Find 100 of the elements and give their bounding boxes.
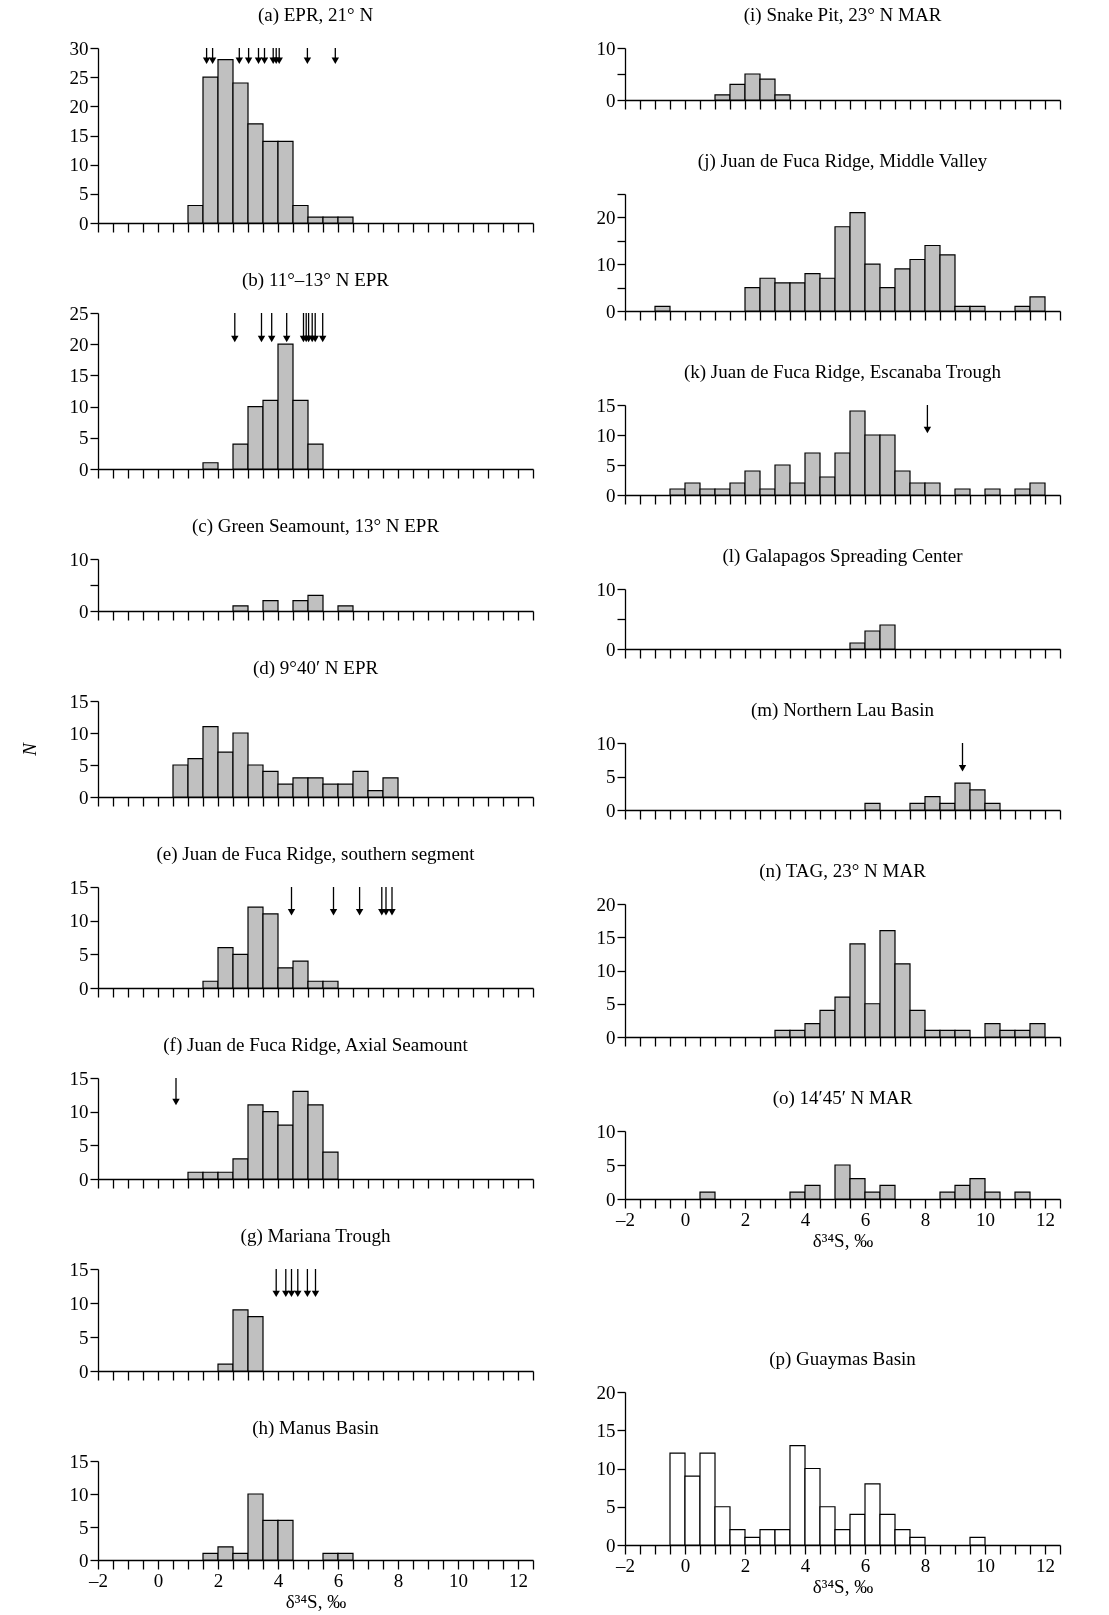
x-axis-title: δ³⁴S, ‰ <box>812 1575 874 1597</box>
y-axis-title: N <box>18 741 40 757</box>
y-tick-label: 10 <box>69 548 89 570</box>
x-axis-title: δ³⁴S, ‰ <box>812 1229 874 1251</box>
y-tick-label: 5 <box>606 454 616 476</box>
x-tick-label: 0 <box>153 1569 164 1591</box>
y-tick-label: 15 <box>69 364 89 386</box>
y-tick-label: 10 <box>69 1101 89 1123</box>
y-tick-label: 10 <box>69 396 89 418</box>
chart-title: (c) Green Seamount, 13° N EPR <box>191 515 440 537</box>
chart-title: (o) 14′45′ N MAR <box>772 1087 913 1109</box>
y-tick-label: 10 <box>69 1483 89 1505</box>
chart-title: (b) 11°–13° N EPR <box>242 269 390 291</box>
x-tick-label: 4 <box>800 1208 811 1230</box>
y-tick-label: 5 <box>606 993 616 1015</box>
y-tick-label: 5 <box>79 754 89 776</box>
x-tick-label: –2 <box>88 1569 108 1591</box>
y-tick-label: 5 <box>606 1154 616 1176</box>
chart-title: (j) Juan de Fuca Ridge, Middle Valley <box>697 150 988 172</box>
y-tick-label: 10 <box>596 1458 616 1479</box>
chart-title: (f) Juan de Fuca Ridge, Axial Seamount <box>163 1034 469 1056</box>
y-tick-label: 0 <box>79 786 89 808</box>
x-tick-label: –2 <box>615 1554 635 1576</box>
x-tick-label: –2 <box>615 1208 635 1230</box>
x-tick-label: 2 <box>740 1554 751 1576</box>
y-tick-label: 25 <box>69 302 89 324</box>
chart-title: (p) Guaymas Basin <box>769 1348 917 1370</box>
chart-title: (i) Snake Pit, 23° N MAR <box>743 4 942 26</box>
x-tick-label: 6 <box>333 1569 344 1591</box>
chart-title: (d) 9°40′ N EPR <box>252 657 379 679</box>
x-tick-label: 12 <box>1036 1208 1055 1230</box>
x-tick-label: 8 <box>920 1554 931 1576</box>
y-tick-label: 10 <box>596 37 616 59</box>
y-tick-label: 5 <box>79 943 89 965</box>
chart-title: (e) Juan de Fuca Ridge, southern segment <box>156 843 476 865</box>
x-tick-label: 2 <box>740 1208 751 1230</box>
x-tick-label: 0 <box>680 1208 691 1230</box>
y-tick-label: 5 <box>79 427 89 449</box>
y-tick-label: 5 <box>79 183 89 205</box>
y-tick-label: 5 <box>79 1516 89 1538</box>
x-tick-label: 12 <box>509 1569 528 1591</box>
y-tick-label: 30 <box>69 37 89 59</box>
x-tick-label: 10 <box>449 1569 468 1591</box>
y-tick-label: 0 <box>79 212 89 234</box>
chart-title: (n) TAG, 23° N MAR <box>759 860 927 882</box>
chart-title: (a) EPR, 21° N <box>257 4 374 26</box>
y-tick-label: 0 <box>79 977 89 999</box>
y-tick-label: 20 <box>69 95 89 117</box>
chart-title: (l) Galapagos Spreading Center <box>722 545 964 567</box>
y-tick-label: 10 <box>596 960 616 981</box>
y-tick-label: 15 <box>596 1419 616 1441</box>
y-tick-label: 10 <box>596 424 616 446</box>
y-tick-label: 0 <box>606 799 616 821</box>
x-tick-label: 12 <box>1036 1554 1055 1576</box>
x-tick-label: 0 <box>680 1554 691 1576</box>
y-tick-label: 15 <box>69 1258 89 1280</box>
y-tick-label: 0 <box>606 1188 616 1210</box>
y-tick-label: 20 <box>69 333 89 355</box>
chart-title: (k) Juan de Fuca Ridge, Escanaba Trough <box>683 361 1002 383</box>
y-tick-label: 0 <box>79 1360 89 1382</box>
y-tick-label: 0 <box>79 1168 89 1190</box>
y-tick-label: 10 <box>596 732 616 754</box>
y-tick-label: 5 <box>606 1496 616 1518</box>
x-tick-label: 4 <box>273 1569 284 1591</box>
x-tick-label: 8 <box>393 1569 404 1591</box>
y-tick-label: 0 <box>606 1534 616 1556</box>
x-tick-label: 10 <box>976 1208 995 1230</box>
y-tick-label: 10 <box>596 1120 616 1142</box>
chart-title: (m) Northern Lau Basin <box>750 699 935 721</box>
y-tick-label: 5 <box>79 1134 89 1156</box>
y-tick-label: 20 <box>596 206 616 228</box>
chart-title: (g) Mariana Trough <box>240 1225 391 1247</box>
y-tick-label: 5 <box>606 766 616 787</box>
y-tick-label: 10 <box>596 578 616 600</box>
y-tick-label: 0 <box>79 600 89 622</box>
y-tick-label: 25 <box>69 66 89 88</box>
x-tick-label: 6 <box>860 1208 871 1230</box>
y-tick-label: 15 <box>69 1450 89 1472</box>
y-tick-label: 5 <box>79 1326 89 1348</box>
y-tick-label: 15 <box>596 394 616 416</box>
y-tick-label: 15 <box>69 125 89 146</box>
y-tick-label: 10 <box>69 154 89 176</box>
y-tick-label: 0 <box>606 484 616 506</box>
y-tick-label: 20 <box>596 1381 616 1403</box>
y-tick-label: 10 <box>596 253 616 275</box>
y-tick-label: 0 <box>606 300 616 322</box>
y-tick-label: 0 <box>606 1026 616 1048</box>
y-tick-label: 20 <box>596 893 616 915</box>
y-tick-label: 10 <box>69 1292 89 1314</box>
y-tick-label: 15 <box>69 690 89 712</box>
y-tick-label: 15 <box>596 926 616 948</box>
chart-title: (h) Manus Basin <box>252 1417 380 1439</box>
x-tick-label: 4 <box>800 1554 811 1576</box>
y-tick-label: 15 <box>69 876 89 898</box>
y-tick-label: 10 <box>69 722 89 744</box>
x-tick-label: 2 <box>213 1569 224 1591</box>
y-tick-label: 0 <box>606 89 616 111</box>
x-axis-title: δ³⁴S, ‰ <box>285 1590 347 1612</box>
x-tick-label: 10 <box>976 1554 995 1576</box>
y-tick-label: 10 <box>69 910 89 932</box>
